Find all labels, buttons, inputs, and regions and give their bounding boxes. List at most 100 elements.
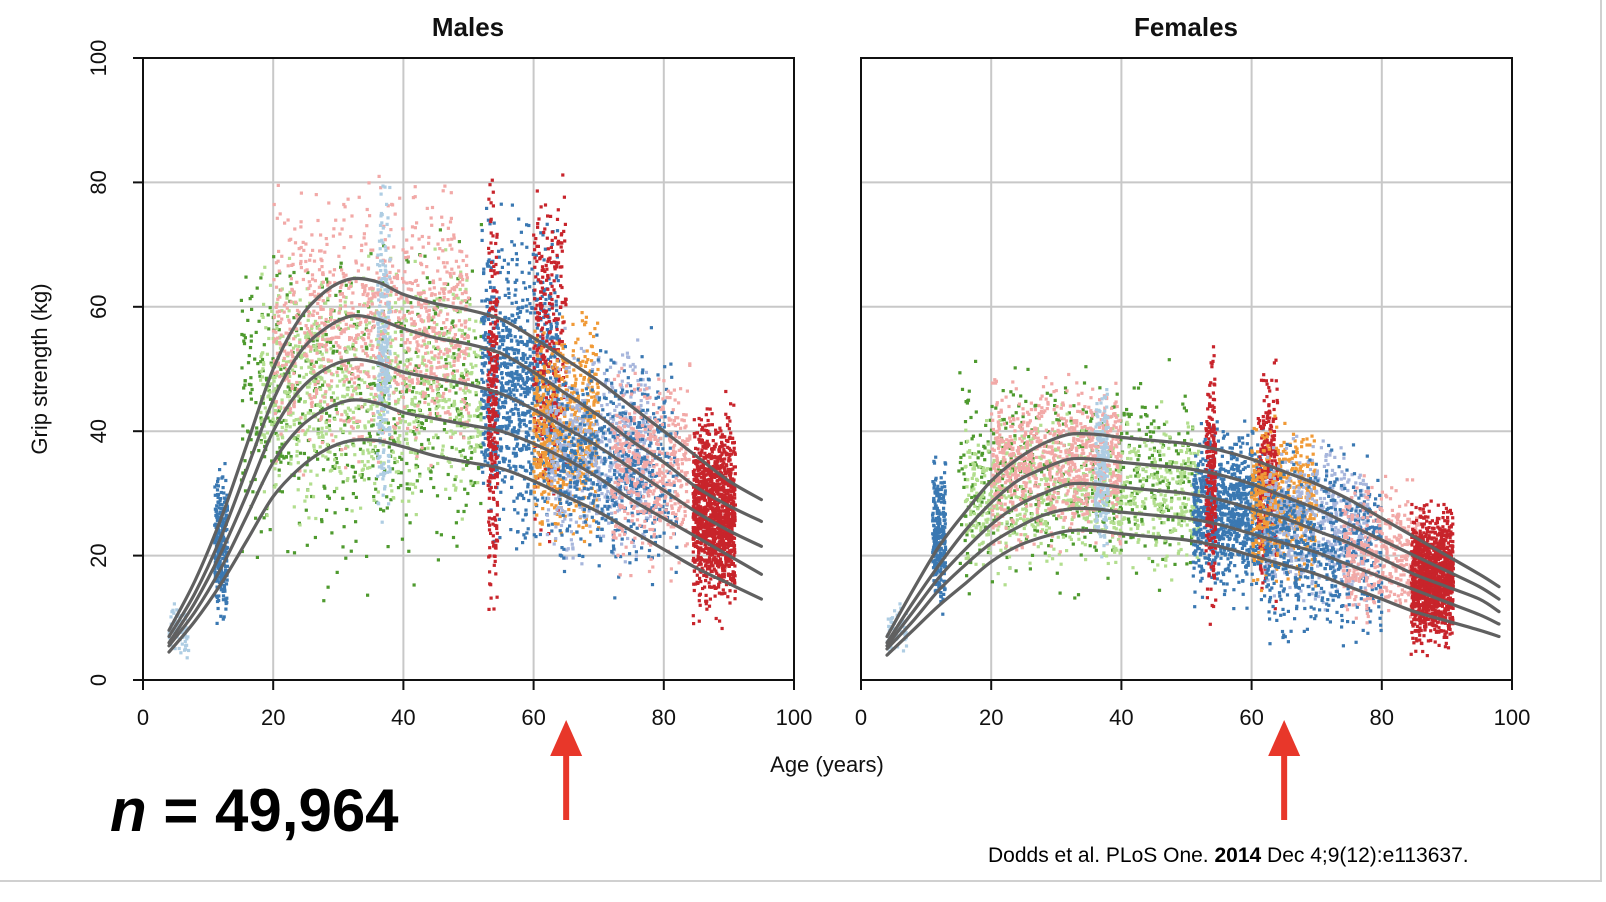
males-data-point <box>376 330 381 334</box>
males-data-point <box>410 225 415 229</box>
males-data-point <box>292 293 296 297</box>
males-data-point <box>278 342 282 346</box>
males-data-point <box>287 395 291 399</box>
males-data-point <box>275 370 279 374</box>
males-data-point <box>533 395 537 399</box>
males-data-point <box>276 336 280 340</box>
males-data-point <box>514 465 518 469</box>
males-data-point <box>512 393 516 397</box>
males-data-point <box>479 223 483 227</box>
males-data-point <box>489 217 493 221</box>
males-data-point <box>355 419 359 423</box>
males-data-point <box>536 371 540 375</box>
males-data-point <box>353 453 357 457</box>
males-data-point <box>523 353 527 357</box>
males-data-point <box>550 302 554 306</box>
males-data-point <box>451 346 455 350</box>
males-data-point <box>293 386 298 390</box>
males-data-point <box>555 366 559 370</box>
males-data-point <box>488 359 492 363</box>
males-data-point <box>332 268 337 272</box>
males-data-point <box>278 454 282 458</box>
males-data-point <box>487 251 491 255</box>
males-data-point <box>400 324 404 328</box>
males-data-point <box>542 258 546 262</box>
males-data-point <box>282 303 286 307</box>
males-data-point <box>488 308 492 312</box>
males-data-point <box>538 296 543 300</box>
males-data-point <box>375 345 380 350</box>
males-data-point <box>400 499 404 503</box>
males-data-point <box>221 598 225 602</box>
males-data-point <box>279 432 283 436</box>
males-data-point <box>557 342 561 346</box>
males-data-point <box>436 461 440 466</box>
males-data-point <box>285 368 289 372</box>
males-data-point <box>291 411 295 415</box>
males-data-point <box>415 391 419 395</box>
males-data-point <box>315 391 319 396</box>
males-data-point <box>402 380 407 384</box>
males-data-point <box>426 319 431 323</box>
males-data-point <box>493 419 498 423</box>
males-data-point <box>270 422 274 427</box>
males-data-point <box>380 431 384 435</box>
males-data-point <box>473 447 477 451</box>
males-data-point <box>533 482 537 486</box>
males-data-point <box>367 451 371 455</box>
males-data-point <box>381 358 386 362</box>
males-data-point <box>553 291 557 295</box>
males-data-point <box>335 324 340 328</box>
males-data-point <box>440 215 444 219</box>
males-data-point <box>545 236 549 240</box>
males-data-point <box>486 461 490 465</box>
males-data-point <box>515 388 519 392</box>
males-data-point <box>363 402 367 406</box>
males-data-point <box>372 324 376 328</box>
males-data-point <box>496 271 500 275</box>
males-data-point <box>515 339 519 343</box>
males-data-point <box>531 252 535 256</box>
males-data-point <box>268 419 272 423</box>
males-data-point <box>308 301 312 305</box>
males-data-point <box>379 416 383 420</box>
males-data-point <box>379 364 383 369</box>
males-data-point <box>494 385 498 389</box>
males-data-point <box>560 300 564 305</box>
males-data-point <box>407 487 411 491</box>
males-data-point <box>339 331 343 336</box>
males-data-point <box>437 313 441 317</box>
males-data-point <box>422 291 426 295</box>
males-data-point <box>547 365 551 369</box>
males-data-point <box>559 233 563 237</box>
males-data-point <box>362 370 366 374</box>
males-data-point <box>308 409 312 413</box>
males-data-point <box>392 390 396 394</box>
males-data-point <box>498 334 502 339</box>
males-data-point <box>217 506 221 510</box>
males-data-point <box>490 343 494 347</box>
males-data-point <box>493 518 498 522</box>
males-data-point <box>503 457 507 461</box>
males-data-point <box>437 415 441 419</box>
males-data-point <box>581 442 585 446</box>
males-data-point <box>272 255 276 259</box>
males-data-point <box>514 300 518 304</box>
males-data-point <box>401 227 405 231</box>
males-data-point <box>299 266 303 270</box>
males-data-point <box>326 494 330 498</box>
males-data-point <box>555 473 559 477</box>
males-data-point <box>550 339 554 343</box>
males-data-point <box>512 447 516 451</box>
males-data-point <box>342 295 346 299</box>
males-data-point <box>507 463 511 467</box>
males-data-point <box>388 376 392 380</box>
males-data-point <box>320 259 324 263</box>
males-data-point <box>406 426 410 430</box>
males-data-point <box>311 277 315 281</box>
males-data-point <box>324 333 328 337</box>
males-data-point <box>368 434 372 438</box>
males-data-point <box>422 391 426 395</box>
males-data-point <box>380 429 384 433</box>
males-data-point <box>262 362 266 367</box>
